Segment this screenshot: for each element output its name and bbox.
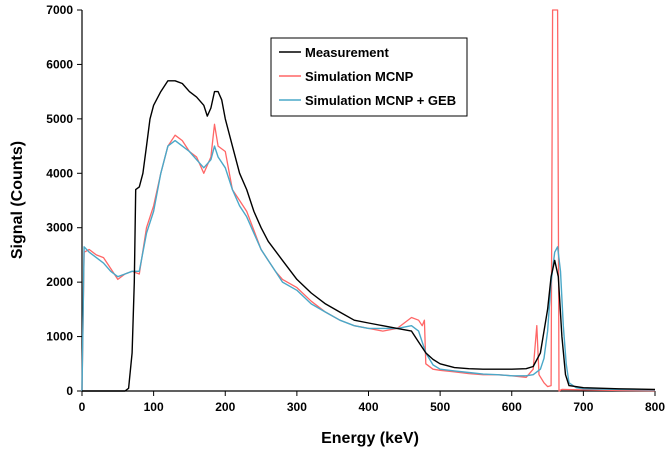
series-layer: [81, 9, 656, 392]
y-tick-label: 3000: [46, 221, 73, 235]
axes: 0 100 200 300 400 500 600 700 800 0 1000 2000 3000 40…: [46, 3, 665, 414]
x-tick-label: 700: [573, 400, 593, 414]
x-tick-label: 300: [287, 400, 307, 414]
legend-label: Simulation MCNP: [305, 69, 414, 84]
series-line-measurement: [82, 80, 656, 392]
x-tick-label: 100: [144, 400, 164, 414]
y-tick-label: 1000: [46, 330, 73, 344]
x-tick-label: 500: [430, 400, 450, 414]
x-tick-label: 400: [358, 400, 378, 414]
y-tick-label: 2000: [46, 275, 73, 289]
legend: Measurement Simulation MCNP Simulation MCN…: [270, 37, 468, 117]
y-tick-label: 7000: [46, 3, 73, 17]
x-tick-label: 0: [79, 400, 86, 414]
y-tick-label: 5000: [46, 112, 73, 126]
x-tick-label: 200: [215, 400, 235, 414]
legend-label: Simulation MCNP + GEB: [305, 93, 456, 108]
y-tick-label: 4000: [46, 166, 73, 180]
x-tick-label: 600: [502, 400, 522, 414]
legend-box: [270, 37, 468, 117]
y-axis-title: Signal (Counts): [9, 141, 26, 259]
y-tick-label: 6000: [46, 57, 73, 71]
legend-label: Measurement: [305, 45, 389, 60]
x-tick-label: 800: [645, 400, 665, 414]
series-line-simulation-mcnp: [81, 9, 656, 392]
y-tick-label: 0: [66, 384, 73, 398]
series-line-simulation-mcnp-geb: [81, 139, 656, 392]
x-axis-title: Energy (keV): [321, 430, 419, 447]
